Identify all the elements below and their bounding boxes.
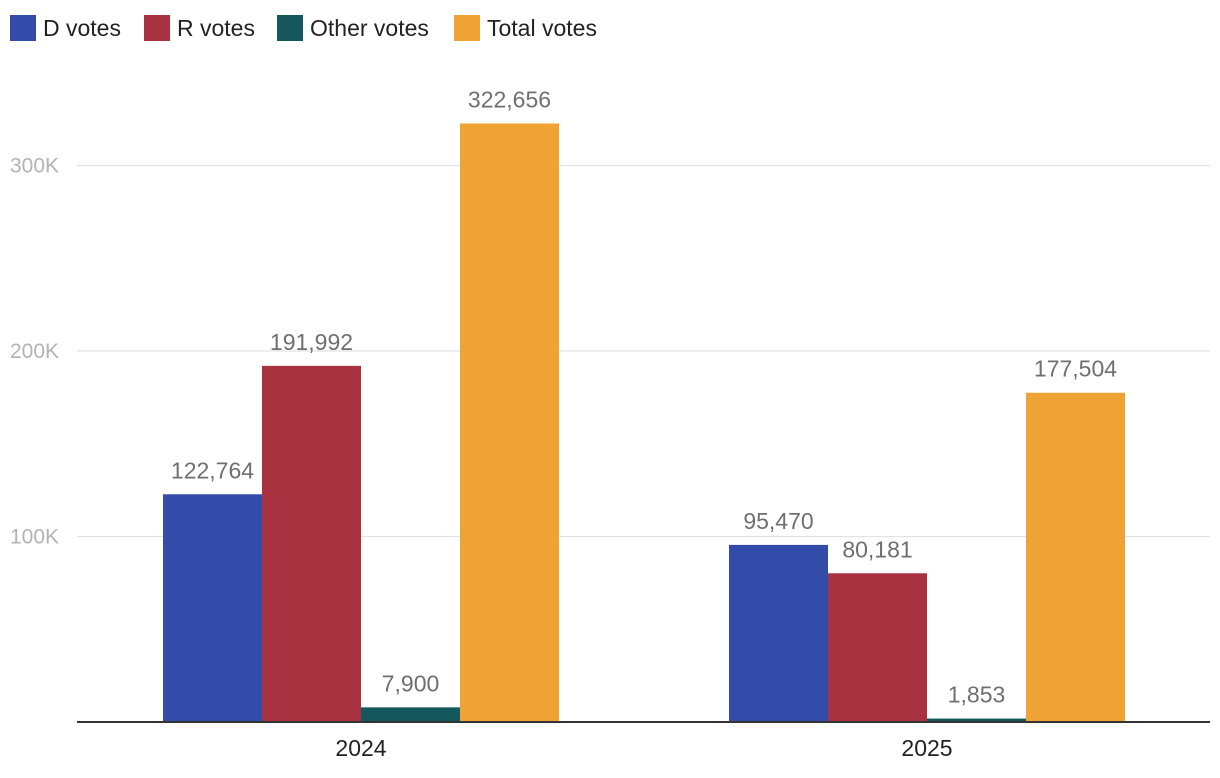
bar-d-votes-2024 xyxy=(163,494,262,722)
legend-label-other-votes: Other votes xyxy=(310,15,429,41)
legend-swatch-r-votes xyxy=(144,15,170,41)
data-label-d-votes-2025: 95,470 xyxy=(743,508,813,534)
x-tick-label-2024: 2024 xyxy=(335,735,386,761)
data-labels: 122,764 191,992 7,900 322,656 95,470 80,181 1,… xyxy=(171,86,1117,707)
legend-swatch-d-votes xyxy=(10,15,36,41)
x-tick-label-2025: 2025 xyxy=(901,735,952,761)
legend-swatch-other-votes xyxy=(277,15,303,41)
y-tick-label-300k: 300K xyxy=(10,155,59,178)
data-label-d-votes-2024: 122,764 xyxy=(171,457,254,483)
legend-item-total-votes: Total votes xyxy=(454,15,597,41)
bar-total-votes-2024 xyxy=(460,123,559,722)
legend-item-r-votes: R votes xyxy=(144,15,255,41)
data-label-other-votes-2024: 7,900 xyxy=(382,670,440,696)
bar-total-votes-2025 xyxy=(1026,392,1125,722)
data-label-total-votes-2025: 177,504 xyxy=(1034,356,1117,382)
legend-label-r-votes: R votes xyxy=(177,15,255,41)
data-label-total-votes-2024: 322,656 xyxy=(468,86,551,112)
bar-d-votes-2025 xyxy=(729,544,828,722)
data-label-r-votes-2025: 80,181 xyxy=(842,536,912,562)
bar-other-votes-2025 xyxy=(927,718,1026,722)
legend-item-other-votes: Other votes xyxy=(277,15,429,41)
bar-series xyxy=(163,123,1125,722)
legend-item-d-votes: D votes xyxy=(10,15,121,41)
y-tick-label-100k: 100K xyxy=(10,526,59,549)
bar-other-votes-2024 xyxy=(361,707,460,722)
y-tick-label-200k: 200K xyxy=(10,340,59,363)
bar-r-votes-2024 xyxy=(262,365,361,722)
data-label-r-votes-2024: 191,992 xyxy=(270,329,353,355)
legend-label-total-votes: Total votes xyxy=(487,15,597,41)
x-axis: 2024 2025 xyxy=(77,721,1210,761)
chart-legend: D votes R votes Other votes Total votes xyxy=(10,15,597,41)
data-label-other-votes-2025: 1,853 xyxy=(948,682,1006,708)
legend-swatch-total-votes xyxy=(454,15,480,41)
bar-r-votes-2025 xyxy=(828,573,927,722)
y-axis-ticks: 100K 200K 300K xyxy=(10,155,59,549)
legend-label-d-votes: D votes xyxy=(43,15,121,41)
